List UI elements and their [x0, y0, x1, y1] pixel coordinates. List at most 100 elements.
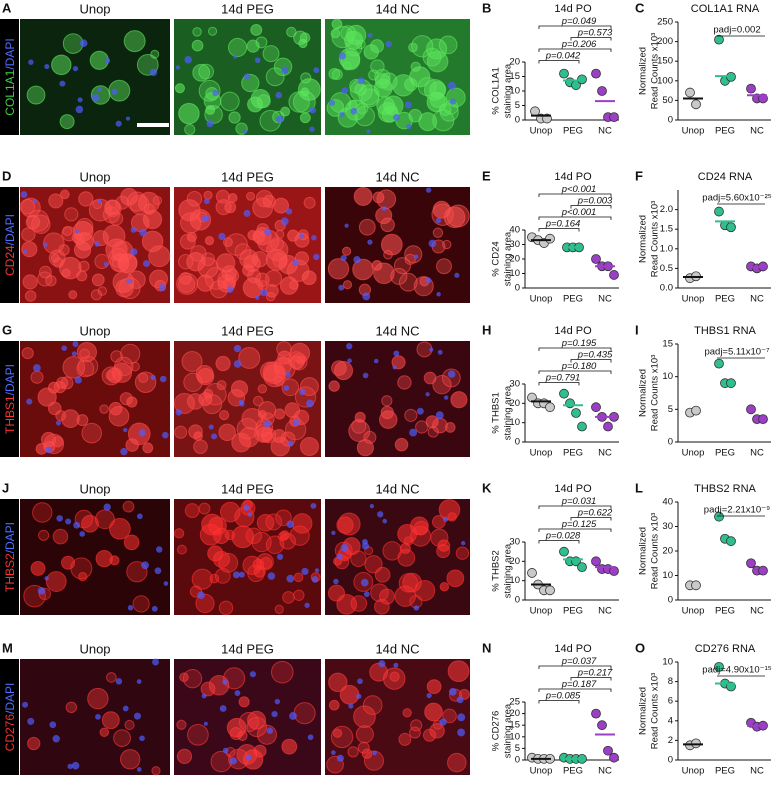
cell [370, 59, 385, 74]
nucleus [95, 713, 101, 720]
nucleus [49, 721, 57, 729]
nucleus [222, 747, 229, 754]
p-value: p=0.031 [561, 496, 597, 507]
significance-bracket [538, 540, 580, 544]
cell [410, 719, 423, 732]
cell [174, 425, 188, 439]
nucleus [71, 761, 80, 770]
p-value: p=0.085 [545, 691, 581, 702]
x-tick-label: Unop [530, 126, 553, 137]
significance-bracket [538, 370, 612, 374]
y-tick-label: 40 [509, 225, 520, 236]
data-point [545, 585, 555, 596]
data-point [577, 74, 587, 85]
nucleus [341, 87, 349, 95]
panel-letter: B [482, 0, 491, 15]
nucleus [413, 254, 419, 259]
x-tick-label: NC [750, 766, 764, 777]
y-axis-label: staining area [503, 543, 514, 598]
cell [355, 725, 374, 744]
cell [151, 766, 161, 776]
cell [132, 595, 150, 613]
x-tick-label: Unop [682, 766, 705, 777]
cell [73, 241, 92, 259]
y-axis-label: staining area [503, 231, 514, 286]
y-tick-label: 0 [668, 115, 673, 126]
nucleus [285, 208, 293, 215]
nucleus [307, 734, 314, 741]
nucleus [260, 288, 268, 297]
nucleus [229, 757, 237, 765]
nucleus [301, 567, 309, 576]
significance-bracket [538, 528, 612, 532]
y-tick-label: 0 [668, 437, 673, 448]
cell [119, 392, 133, 406]
cell [438, 35, 458, 55]
p-value: p=0.037 [561, 656, 597, 667]
cell [76, 270, 88, 282]
cell [328, 380, 340, 392]
nucleus [311, 576, 319, 583]
nucleus [456, 696, 464, 704]
micrograph [20, 19, 170, 135]
cell [328, 699, 340, 711]
cell [256, 513, 275, 532]
cell [289, 525, 310, 546]
chart-title: 14d PO [554, 171, 592, 183]
nucleus [367, 239, 373, 245]
cell [447, 512, 457, 522]
nucleus [111, 88, 118, 95]
cell [351, 418, 367, 434]
cell [122, 500, 135, 513]
nucleus [357, 678, 363, 685]
x-tick-label: PEG [563, 766, 583, 777]
nucleus [149, 68, 158, 77]
cell [152, 195, 163, 206]
cell [45, 571, 67, 592]
cell [191, 39, 204, 52]
p-value: p=0.028 [545, 531, 581, 542]
cell [108, 401, 123, 416]
nucleus [314, 568, 320, 573]
significance-bracket [538, 700, 580, 704]
nucleus [233, 54, 238, 59]
nucleus [298, 388, 306, 396]
cell [276, 341, 292, 357]
cell [263, 364, 287, 388]
cell [32, 502, 53, 523]
cell [184, 123, 196, 136]
cell [431, 514, 446, 529]
cell [187, 724, 209, 746]
y-tick-label: 20 [509, 556, 520, 567]
cell [257, 384, 268, 394]
cell [439, 581, 450, 592]
micrograph [325, 18, 470, 135]
nucleus [206, 120, 214, 128]
cell [72, 220, 94, 242]
cell [178, 254, 194, 270]
cell [238, 346, 261, 369]
cell [73, 233, 85, 245]
cell [432, 227, 444, 238]
x-tick-label: PEG [715, 766, 735, 777]
cell [299, 437, 319, 457]
stain-name: THBS1 [3, 395, 17, 434]
cell [238, 696, 250, 708]
cell [99, 404, 109, 414]
nucleus [233, 344, 242, 353]
nucleus [393, 350, 400, 357]
cell [358, 218, 376, 236]
cell [200, 681, 216, 697]
nucleus [289, 712, 297, 720]
cell [91, 273, 105, 287]
cell [219, 501, 241, 523]
x-tick-label: NC [598, 126, 612, 137]
y-axis-label: Normalized [638, 47, 649, 95]
x-tick-label: PEG [563, 294, 583, 305]
cell [331, 360, 347, 376]
cell [124, 719, 135, 731]
nucleus [347, 358, 352, 364]
nucleus [276, 553, 284, 560]
data-point [714, 511, 724, 522]
cell [60, 555, 76, 570]
